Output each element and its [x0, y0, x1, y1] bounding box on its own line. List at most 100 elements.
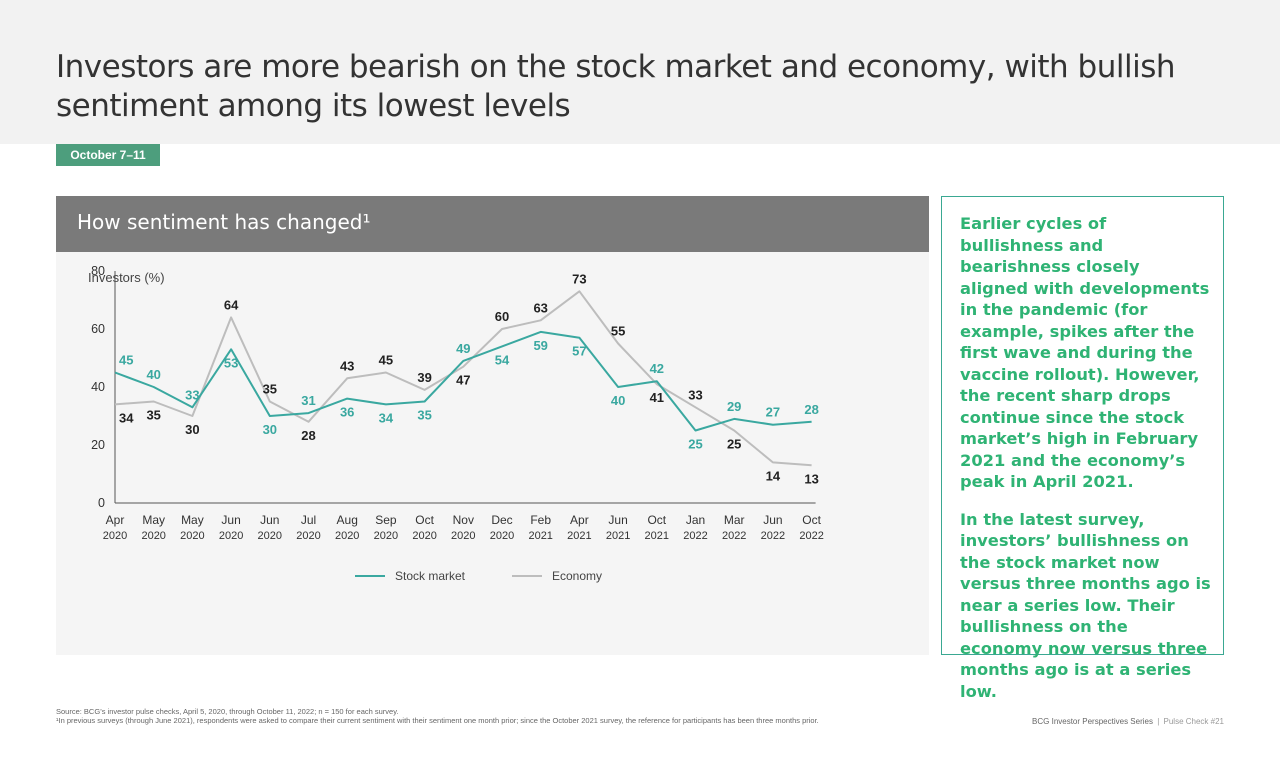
- x-tick-label-month: May: [142, 513, 165, 527]
- commentary-paragraph-1: Earlier cycles of bullishness and bearis…: [960, 214, 1210, 491]
- economy-data-label: 73: [572, 271, 586, 286]
- economy-data-label: 30: [185, 422, 199, 437]
- y-tick-label: 40: [91, 380, 105, 394]
- economy-line: [114, 290, 812, 467]
- stock-market-data-label: 49: [456, 341, 470, 356]
- footer-separator: |: [1157, 717, 1160, 726]
- legend-label-stock-market: Stock market: [395, 569, 466, 583]
- x-tick-label-month: Jan: [686, 513, 705, 527]
- x-tick-label-year: 2021: [606, 530, 630, 542]
- economy-data-label: 60: [495, 309, 509, 324]
- x-tick-label-year: 2020: [258, 530, 282, 542]
- x-tick-label-month: Apr: [570, 513, 589, 527]
- stock-market-data-label: 28: [804, 402, 818, 417]
- footer-series-name: BCG Investor Perspectives Series: [1032, 717, 1153, 726]
- economy-data-label: 55: [611, 324, 625, 339]
- footer-note: ¹In previous surveys (through June 2021)…: [56, 716, 819, 725]
- y-axis-caption: Investors (%): [88, 270, 165, 285]
- stock-market-data-label: 30: [263, 422, 277, 437]
- y-tick-label: 0: [98, 496, 105, 510]
- sentiment-line-chart: 0 20 40 60 80 Apr 2020 May 2020 May 2020 Jun 2020 Jun…: [91, 264, 824, 583]
- x-tick-label-month: Oct: [415, 513, 434, 527]
- x-tick-label-month: Mar: [724, 513, 745, 527]
- x-tick-label-month: Jun: [260, 513, 279, 527]
- x-tick-label-year: 2021: [528, 530, 552, 542]
- commentary-box: Earlier cycles of bullishness and bearis…: [941, 196, 1224, 701]
- y-tick-label: 20: [91, 438, 105, 452]
- x-tick-label-month: Jul: [301, 513, 316, 527]
- x-tick-label-year: 2020: [180, 530, 204, 542]
- stock-market-data-label: 36: [340, 405, 354, 420]
- x-tick-label-year: 2022: [761, 530, 785, 542]
- x-tick-label-year: 2021: [645, 530, 669, 542]
- x-tick-label-year: 2020: [141, 530, 165, 542]
- economy-data-label: 39: [417, 370, 431, 385]
- economy-data-label: 25: [727, 437, 741, 452]
- x-tick-label-year: 2020: [490, 530, 514, 542]
- x-tick-label-month: Sep: [375, 513, 397, 527]
- economy-data-label: 13: [804, 471, 818, 486]
- legend-label-economy: Economy: [552, 569, 602, 583]
- chart-panel-header: How sentiment has changed¹: [56, 196, 929, 252]
- economy-data-label: 35: [146, 408, 160, 423]
- stock-market-data-label: 53: [224, 355, 238, 370]
- stock-market-data-label: 29: [727, 399, 741, 414]
- x-tick-label-year: 2022: [799, 530, 823, 542]
- header-band: [0, 0, 1280, 144]
- economy-data-label: 33: [688, 387, 702, 402]
- stock-market-data-label: 57: [572, 344, 586, 359]
- x-tick-label-year: 2020: [451, 530, 475, 542]
- x-tick-label-year: 2020: [335, 530, 359, 542]
- x-tick-label-month: Feb: [530, 513, 551, 527]
- economy-data-label: 14: [766, 468, 781, 483]
- page-title: Investors are more bearish on the stock …: [56, 49, 1176, 124]
- y-tick-label: 80: [91, 264, 105, 278]
- economy-data-label: 35: [263, 382, 277, 397]
- stock-market-data-label: 33: [185, 387, 199, 402]
- stock-market-data-label: 42: [650, 361, 664, 376]
- economy-data-label: 34: [119, 410, 134, 425]
- stock-market-data-label: 35: [417, 408, 431, 423]
- x-tick-label-month: Nov: [453, 513, 474, 527]
- stock-market-data-label: 40: [146, 367, 160, 382]
- economy-data-label: 45: [379, 353, 393, 368]
- x-tick-label-month: Jun: [221, 513, 240, 527]
- stock-market-line: [114, 330, 812, 432]
- footer-source: Source: BCG’s investor pulse checks, Apr…: [56, 707, 399, 716]
- chart-panel-title: How sentiment has changed¹: [77, 210, 371, 234]
- stock-market-data-label: 34: [379, 410, 394, 425]
- x-tick-label-month: Jun: [763, 513, 782, 527]
- x-tick-label-month: Oct: [647, 513, 666, 527]
- date-badge: October 7–11: [56, 144, 160, 166]
- chart-panel: How sentiment has changed¹ Investors (%)…: [56, 196, 929, 655]
- x-tick-label-year: 2020: [296, 530, 320, 542]
- x-tick-label-month: Oct: [802, 513, 821, 527]
- economy-data-label: 41: [650, 390, 664, 405]
- economy-data-label: 28: [301, 428, 315, 443]
- stock-market-data-label: 40: [611, 393, 625, 408]
- x-tick-label-year: 2021: [567, 530, 591, 542]
- stock-market-data-label: 25: [688, 437, 702, 452]
- x-tick-label-year: 2020: [103, 530, 127, 542]
- commentary-paragraph-2: In the latest survey, investors’ bullish…: [960, 509, 1211, 701]
- x-tick-label-year: 2022: [683, 530, 707, 542]
- x-tick-label-year: 2020: [219, 530, 243, 542]
- stock-market-data-label: 45: [119, 353, 133, 368]
- x-tick-label-month: Dec: [491, 513, 512, 527]
- stock-market-data-label: 31: [301, 393, 315, 408]
- footer-pulse-check: Pulse Check #21: [1163, 717, 1224, 726]
- x-tick-label-year: 2020: [412, 530, 436, 542]
- x-tick-label-month: Apr: [106, 513, 125, 527]
- x-tick-label-month: May: [181, 513, 204, 527]
- x-tick-label-year: 2020: [374, 530, 398, 542]
- economy-data-label: 64: [224, 297, 239, 312]
- x-tick-label-month: Aug: [337, 513, 358, 527]
- stock-market-data-label: 54: [495, 352, 510, 367]
- economy-data-label: 47: [456, 373, 470, 388]
- economy-data-label: 43: [340, 358, 354, 373]
- economy-data-label: 63: [533, 300, 547, 315]
- x-tick-label-year: 2022: [722, 530, 746, 542]
- x-tick-label-month: Jun: [608, 513, 627, 527]
- stock-market-data-label: 27: [766, 405, 780, 420]
- y-tick-label: 60: [91, 322, 105, 336]
